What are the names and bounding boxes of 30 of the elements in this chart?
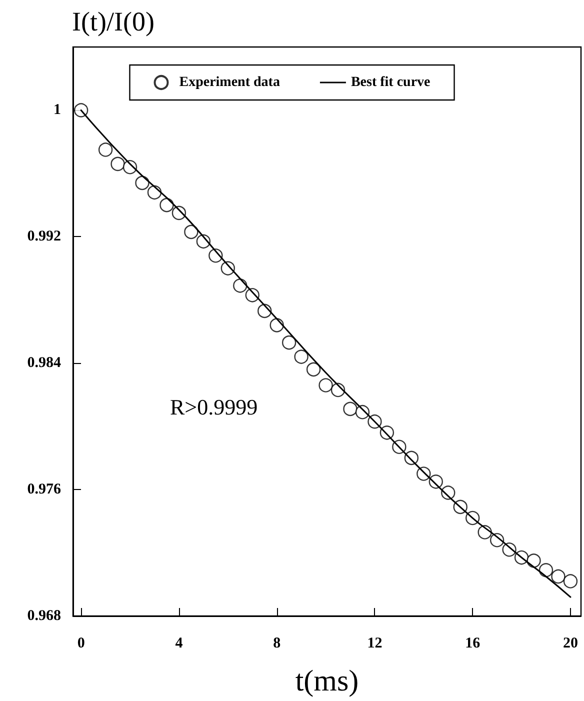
x-tick-label: 12	[367, 636, 382, 652]
point	[184, 224, 198, 240]
point	[318, 378, 333, 392]
point	[110, 156, 125, 172]
y-axis-title: I(t)/I(0)	[72, 6, 154, 36]
y-tick-label: 1	[54, 102, 61, 118]
y-tick-label: 0.984	[27, 355, 62, 372]
point	[551, 569, 566, 584]
point	[282, 335, 296, 350]
legend-label: Experiment data	[179, 75, 280, 90]
x-tick-label: 16	[465, 636, 481, 652]
x-tick-label: 4	[175, 636, 184, 652]
point	[98, 142, 113, 157]
y-tick-label: 0.976	[27, 482, 62, 498]
point	[343, 402, 358, 416]
point	[135, 176, 150, 190]
point	[306, 362, 321, 377]
annotation: R>0.9999	[170, 394, 258, 420]
x-tick-label: 8	[273, 636, 281, 652]
point	[526, 554, 541, 568]
point	[294, 350, 308, 364]
x-tick-label: 0	[77, 636, 85, 652]
y-tick-label: 0.968	[27, 608, 61, 624]
point	[563, 574, 578, 588]
legend-label: Best fit curve	[350, 75, 430, 90]
x-tick-label: 20	[562, 636, 578, 652]
y-tick-label: 0.992	[27, 228, 61, 245]
point	[160, 198, 174, 212]
point	[538, 563, 554, 578]
x-axis-title: t(ms)	[295, 664, 359, 698]
